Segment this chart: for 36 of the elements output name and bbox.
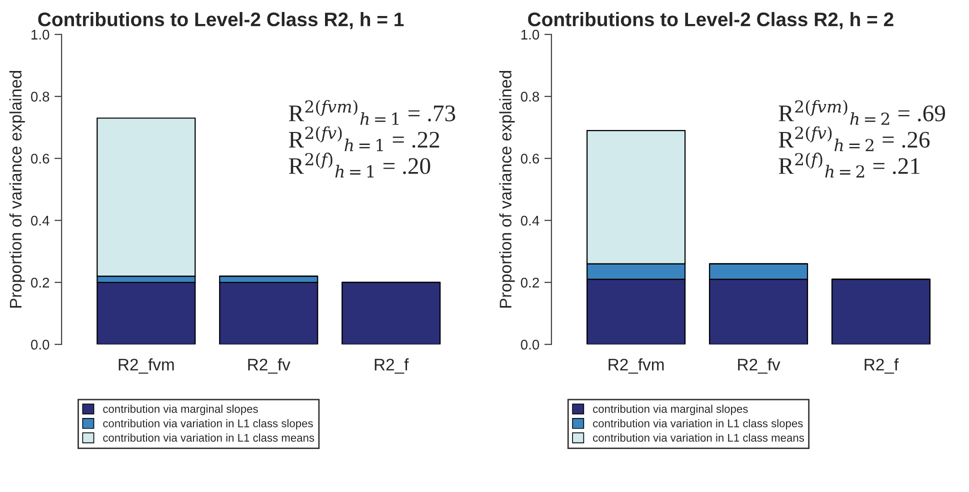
- y-tick-label: 0.8: [520, 92, 540, 102]
- y-tick-label: 0.6: [30, 154, 50, 164]
- y-tick-label: 0.4: [520, 216, 540, 226]
- y-tick-label: 0.2: [520, 278, 539, 288]
- x-tick-label: R2_fvm: [118, 358, 174, 374]
- x-tick-label: R2_f: [374, 358, 409, 374]
- y-tick-label: 1.0: [32, 30, 50, 40]
- annotation: R$^{2(f)}$$_{h=1}$ = .20: [288, 152, 430, 178]
- legend-label: contribution via variation in L1 class slopes: [593, 419, 803, 430]
- legend-label: contribution via marginal slopes: [593, 404, 748, 416]
- y-tick-label: 1.0: [521, 30, 540, 40]
- y-tick-label: 0.0: [520, 340, 540, 350]
- y-tick-label: 0.4: [30, 216, 50, 226]
- y-axis-title: Proportion of variance explained: [9, 70, 25, 308]
- annotation: R$^{2(fvm)}$$_{h=1}$ = .73: [288, 100, 456, 125]
- chart-title: Contributions to Level-2 Class R2, h = 1: [38, 12, 404, 30]
- x-tick-label: R2_f: [864, 358, 899, 374]
- y-axis-title: Proportion of variance explained: [499, 70, 515, 308]
- chart-title: Contributions to Level-2 Class R2, h = 2: [528, 12, 894, 30]
- bar: [831, 278, 931, 344]
- annotation: R$^{2(fvm)}$$_{h=2}$ = .69: [778, 100, 945, 125]
- x-tick-label: R2_fv: [738, 358, 780, 374]
- legend-label: contribution via variation in L1 class means: [593, 434, 804, 442]
- bar: [342, 282, 441, 344]
- y-tick-label: 0.6: [520, 154, 540, 164]
- annotation: R$^{2(f)}$$_{h=2}$ = .21: [778, 152, 920, 178]
- legend-label: contribution via variation in L1 class slopes: [103, 419, 313, 430]
- legend-label: contribution via variation in L1 class means: [103, 434, 314, 442]
- annotation: R$^{2(fv)}$$_{h=2}$ = .26: [778, 126, 930, 152]
- y-tick-label: 0.0: [30, 340, 50, 350]
- y-tick-label: 0.8: [30, 92, 50, 102]
- x-tick-label: R2_fvm: [608, 358, 664, 374]
- x-tick-label: R2_fv: [248, 358, 290, 374]
- annotation: R$^{2(fv)}$$_{h=1}$ = .22: [288, 126, 440, 152]
- y-tick-label: 0.2: [30, 278, 50, 288]
- legend-label: contribution via marginal slopes: [103, 404, 258, 416]
